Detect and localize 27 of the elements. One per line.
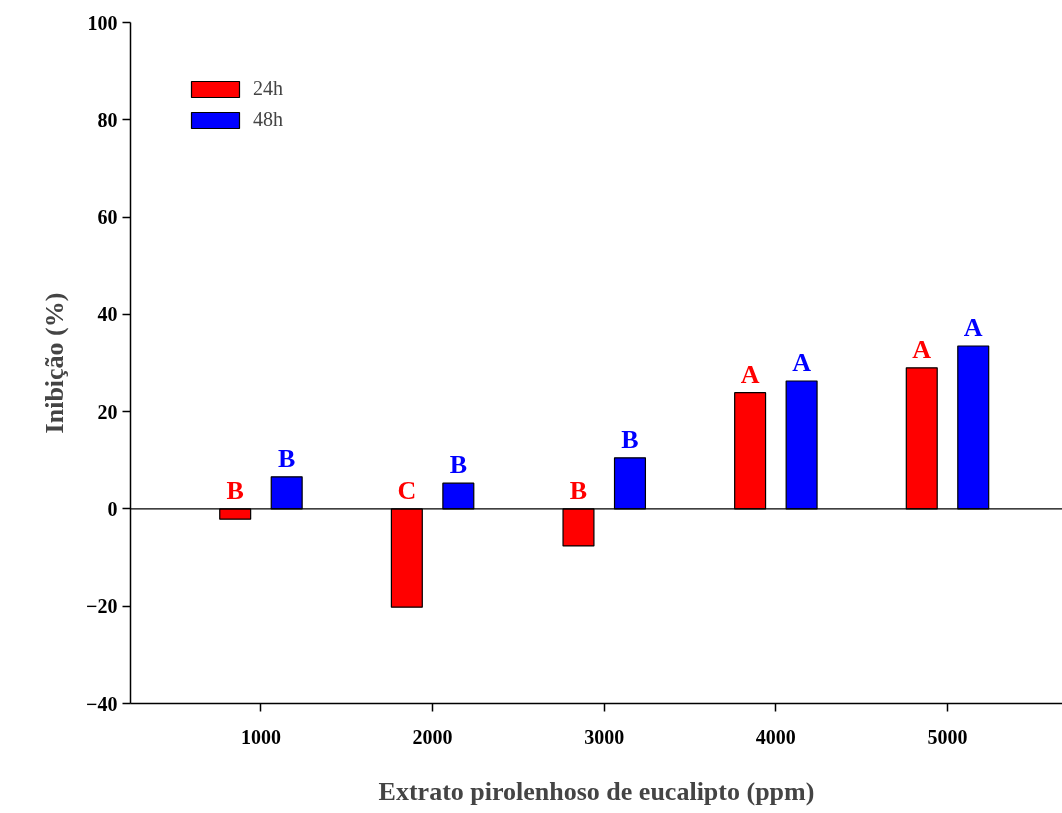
data-label: A (740, 359, 760, 389)
x-tick-label: 3000 (584, 725, 625, 748)
x-tick-label: 1000 (240, 725, 281, 748)
data-label: C (397, 475, 417, 505)
y-tick-label: 0 (107, 497, 118, 520)
y-axis-title: Inibição (%) (40, 292, 70, 434)
y-tick-label: 20 (97, 400, 118, 423)
data-label: B (569, 475, 588, 505)
x-axis-title: Extrato pirolenhoso de eucalipto (ppm) (378, 776, 815, 806)
x-tick-label: 4000 (755, 725, 796, 748)
data-label: B (278, 443, 296, 473)
y-tick-label: −40 (86, 692, 118, 715)
data-label: B (226, 475, 244, 505)
data-label: A (963, 312, 983, 342)
legend-label: 48h (253, 108, 283, 131)
y-tick-label: 80 (97, 108, 118, 131)
y-tick-label: 40 (97, 303, 118, 326)
data-label: B (449, 450, 467, 480)
data-label: A (792, 348, 812, 377)
y-tick-label: 60 (97, 206, 118, 229)
legend-label: 24h (253, 77, 283, 100)
x-tick-label: 5000 (927, 725, 968, 748)
y-tick-label: −20 (86, 595, 118, 618)
x-tick-label: 2000 (412, 725, 453, 748)
data-label: B (621, 424, 639, 454)
data-label: A (912, 334, 932, 364)
y-tick-label: 100 (87, 11, 118, 34)
